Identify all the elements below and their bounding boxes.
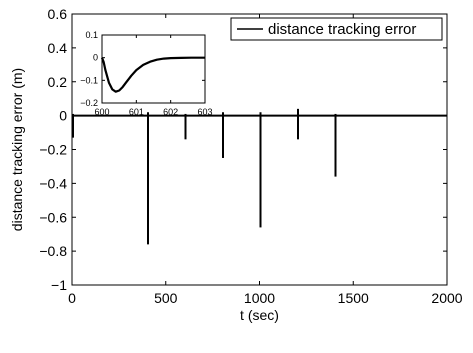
y-tick-label: 0 <box>59 108 67 124</box>
y-tick-label: 0.6 <box>48 6 68 22</box>
y-tick-label: −0.2 <box>39 142 67 158</box>
inset-axes: 600 601 602 603 0.1 0 −0.1 −0.2 <box>80 30 212 117</box>
x-tick-label: 1500 <box>338 290 369 306</box>
legend-entry-distance-tracking-error: distance tracking error <box>268 21 416 38</box>
main-axes: 0 500 1000 1500 2000 0.6 0.4 0.2 0 −0.2 −0.4 −0.6 −… <box>9 6 463 323</box>
inset-y-tick-label: −0.1 <box>80 75 98 85</box>
legend-box <box>230 17 443 41</box>
inset-x-tick-label: 603 <box>197 107 212 117</box>
x-tick-label: 0 <box>68 290 76 306</box>
y-tick-label: −1 <box>51 277 67 293</box>
legend: distance tracking error <box>230 17 443 41</box>
y-tick-label: −0.4 <box>39 175 67 191</box>
inset-x-tick-label: 601 <box>129 107 144 117</box>
main-y-ticks: 0.6 0.4 0.2 0 −0.2 −0.4 −0.6 −0.8 −1 <box>39 6 447 293</box>
inset-series-group <box>100 56 205 93</box>
inset-plot-frame <box>101 34 206 104</box>
inset-background <box>102 35 205 103</box>
y-tick-label: 0.4 <box>48 40 68 56</box>
inset-y-tick-label: −0.2 <box>80 98 98 108</box>
main-series-group <box>72 108 447 245</box>
inset-y-ticks: 0.1 0 −0.1 −0.2 <box>80 30 205 108</box>
x-axis-label: t (sec) <box>240 307 279 323</box>
x-tick-label: 1000 <box>244 290 275 306</box>
y-tick-label: −0.8 <box>39 243 67 259</box>
inset-x-tick-label: 600 <box>94 107 109 117</box>
inset-series-line <box>100 56 205 93</box>
inset-y-tick-label: 0.1 <box>85 30 98 40</box>
y-axis-label: distance tracking error (m) <box>9 68 25 231</box>
inset-y-tick-label: 0 <box>93 53 98 63</box>
x-tick-label: 500 <box>154 290 178 306</box>
y-tick-label: 0.2 <box>48 74 68 90</box>
inset-x-tick-label: 602 <box>163 107 178 117</box>
main-x-ticks: 0 500 1000 1500 2000 <box>68 14 463 306</box>
y-tick-label: −0.6 <box>39 209 67 225</box>
x-tick-label: 2000 <box>431 290 462 306</box>
